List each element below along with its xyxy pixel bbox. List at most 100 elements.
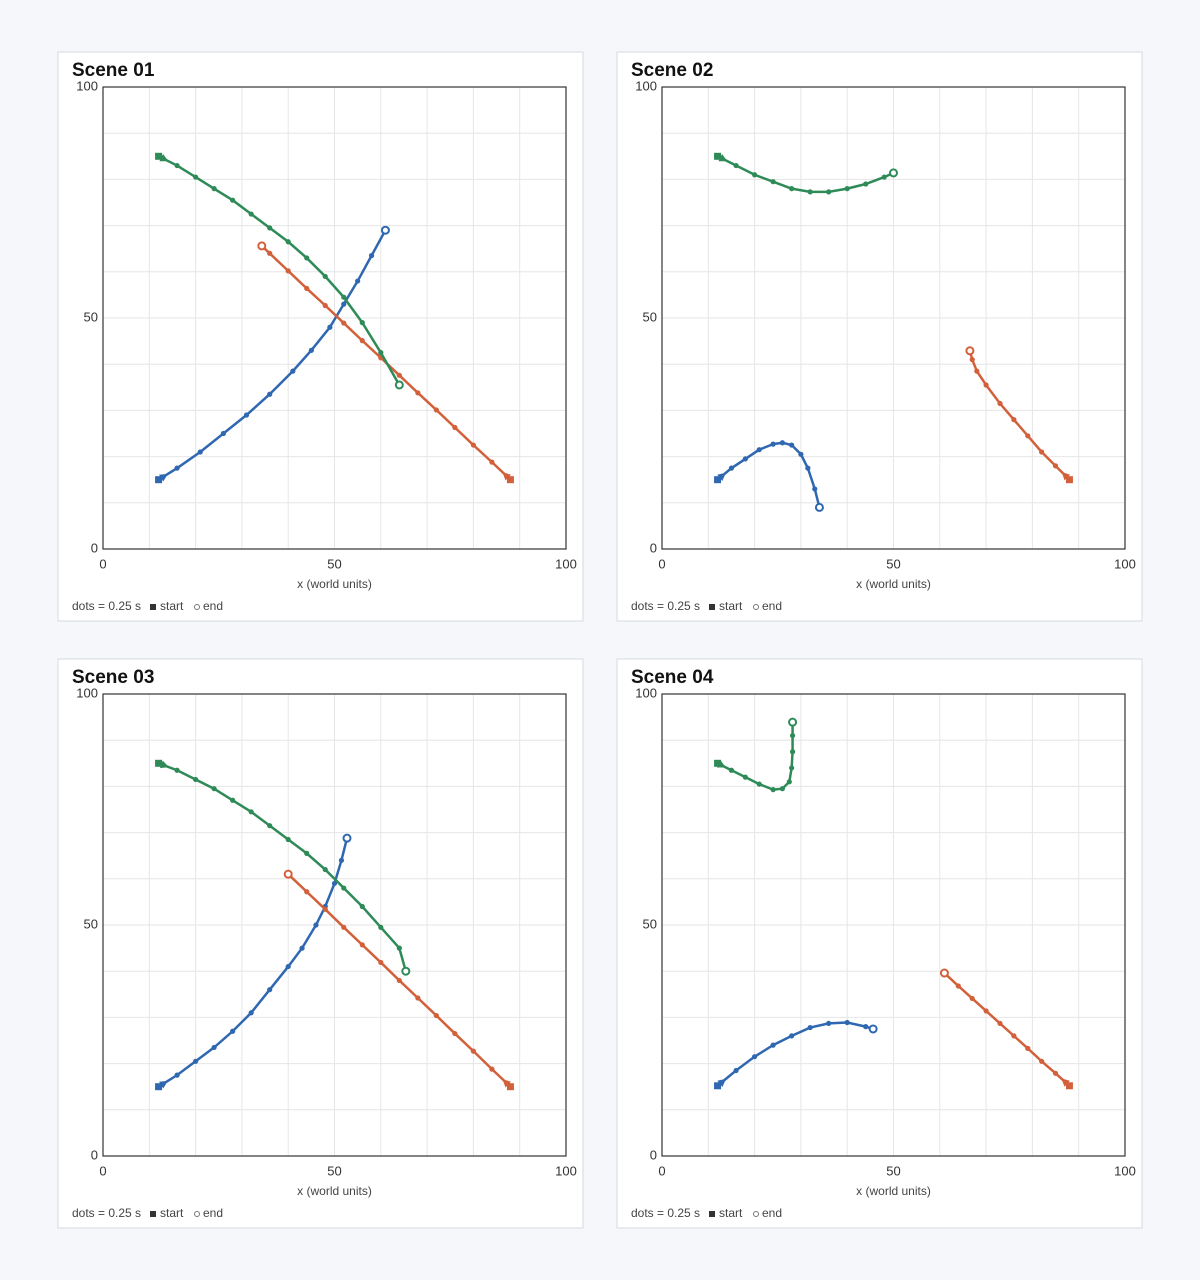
chart-title: Scene 01 — [72, 60, 155, 81]
time-dot — [433, 407, 439, 413]
time-dot — [267, 391, 273, 397]
time-dot — [193, 174, 199, 180]
end-label: end — [762, 599, 782, 613]
x-tick-label: 0 — [99, 556, 106, 571]
start-label: start — [160, 1206, 184, 1220]
time-dot — [807, 189, 813, 195]
time-dot — [470, 1048, 476, 1054]
time-dot — [752, 172, 758, 178]
time-dot — [396, 945, 402, 951]
x-tick-label: 0 — [658, 556, 665, 571]
time-dot — [789, 1033, 795, 1039]
y-tick-label: 0 — [91, 540, 98, 555]
time-dot — [1039, 1058, 1045, 1064]
time-dot — [969, 356, 975, 363]
time-dot — [756, 447, 762, 453]
time-dot — [304, 850, 310, 856]
start-marker — [506, 1083, 514, 1091]
start-label: start — [160, 599, 184, 613]
start-key — [150, 1211, 156, 1217]
y-tick-label: 100 — [635, 685, 657, 700]
time-dot — [844, 186, 850, 192]
time-dot — [863, 181, 869, 187]
panel — [616, 51, 1143, 622]
time-dot — [452, 1030, 458, 1037]
time-dot — [359, 903, 365, 910]
time-dot — [812, 486, 818, 492]
plot-frame — [661, 693, 1126, 1157]
time-dot — [396, 977, 402, 984]
time-dot — [327, 324, 333, 330]
direction-arrow — [718, 154, 728, 162]
time-dot — [789, 442, 795, 448]
end-marker — [889, 168, 898, 178]
trajectory — [716, 1021, 874, 1087]
time-dot — [341, 885, 347, 891]
chart-title: Scene 03 — [72, 667, 154, 688]
time-dot — [285, 239, 291, 245]
trajectory — [943, 972, 1071, 1087]
panel — [616, 658, 1143, 1229]
time-dot — [248, 211, 254, 217]
end-label: end — [762, 1206, 782, 1220]
time-dot — [211, 186, 217, 192]
time-dot — [733, 1067, 739, 1074]
end-key — [194, 1211, 200, 1217]
end-label: end — [203, 1206, 223, 1220]
time-dot — [770, 787, 776, 793]
time-dot — [983, 382, 989, 388]
chart-title: Scene 04 — [631, 667, 714, 688]
time-dot — [368, 253, 375, 259]
end-marker — [401, 966, 411, 976]
time-dot — [826, 189, 832, 195]
time-dot — [844, 1019, 850, 1026]
time-dot — [267, 225, 273, 231]
time-dot — [313, 922, 319, 928]
time-dot — [997, 400, 1003, 407]
end-label: end — [203, 599, 223, 613]
time-dot — [798, 451, 804, 457]
time-dot — [789, 749, 796, 755]
time-dot — [331, 880, 338, 887]
time-dot — [881, 174, 887, 180]
time-dot — [470, 442, 476, 448]
end-key — [194, 604, 200, 610]
time-dot — [299, 945, 305, 951]
note: dots = 0.25 s — [631, 1206, 700, 1220]
x-tick-label: 50 — [886, 556, 900, 571]
y-tick-label: 100 — [76, 685, 98, 700]
trajectory — [157, 837, 349, 1088]
y-tick-label: 100 — [76, 78, 98, 93]
direction-arrow — [717, 472, 726, 481]
direction-arrow — [502, 472, 512, 481]
x-tick-label: 100 — [1114, 556, 1136, 571]
direction-arrow — [716, 760, 726, 768]
start-marker — [714, 152, 722, 160]
trajectory — [968, 350, 1071, 481]
end-marker — [257, 241, 267, 251]
time-dot — [359, 320, 365, 326]
time-dot — [742, 456, 748, 462]
note: dots = 0.25 s — [72, 1206, 141, 1220]
time-dot — [1025, 1045, 1031, 1051]
time-dot — [193, 1058, 199, 1064]
x-tick-label: 100 — [555, 1163, 577, 1178]
direction-arrow — [159, 154, 169, 162]
start-marker — [1065, 476, 1073, 484]
time-dot — [267, 250, 273, 256]
y-tick-label: 50 — [84, 309, 98, 324]
note: dots = 0.25 s — [72, 599, 141, 613]
start-marker — [506, 476, 514, 484]
time-dot — [969, 995, 975, 1002]
direction-arrow — [1061, 1078, 1070, 1087]
time-dot — [211, 1044, 217, 1051]
time-dot — [1011, 417, 1017, 423]
x-axis-label: x (world units) — [297, 1184, 372, 1198]
time-dot — [341, 924, 347, 930]
x-tick-label: 100 — [1114, 1163, 1136, 1178]
time-dot — [974, 368, 980, 374]
time-dot — [805, 465, 811, 471]
time-dot — [338, 857, 345, 863]
x-tick-label: 0 — [99, 1163, 106, 1178]
